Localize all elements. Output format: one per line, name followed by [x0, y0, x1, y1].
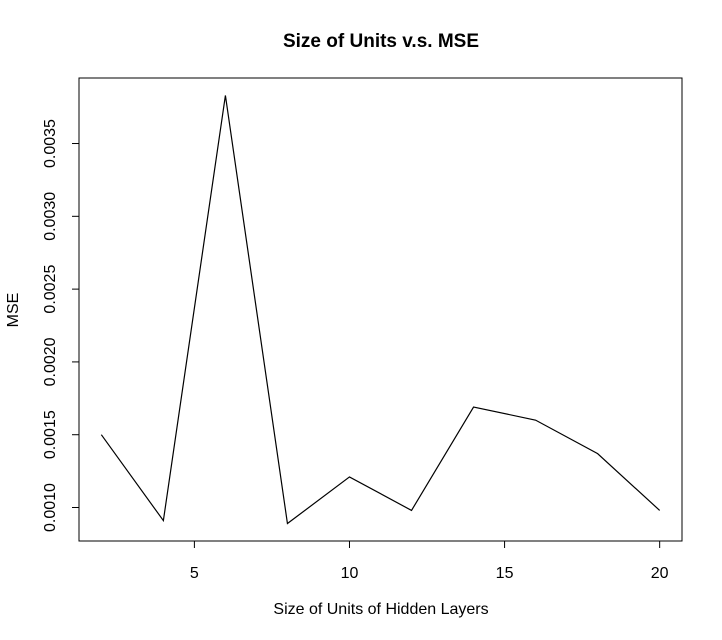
y-tick-label: 0.0030 — [42, 192, 59, 241]
chart-title: Size of Units v.s. MSE — [283, 31, 479, 52]
plot-frame — [78, 77, 683, 542]
y-tick-label: 0.0010 — [42, 483, 59, 532]
data-points — [99, 93, 661, 525]
y-tick-label: 0.0015 — [42, 410, 59, 459]
y-tick-label: 0.0020 — [42, 337, 59, 386]
y-tick-label: 0.0035 — [42, 119, 59, 168]
x-axis: 5 10 15 20 — [190, 540, 669, 582]
y-axis: 0.0010 0.0015 0.0020 0.0025 0.0030 0.0035 — [42, 119, 80, 532]
x-tick-label: 5 — [190, 565, 199, 582]
y-tick-label: 0.0025 — [42, 265, 59, 314]
x-tick-label: 20 — [651, 565, 669, 582]
x-tick-label: 15 — [496, 565, 514, 582]
series-line — [100, 95, 661, 525]
x-tick-label: 10 — [341, 565, 359, 582]
y-axis-label: MSE — [5, 293, 22, 328]
x-axis-label: Size of Units of Hidden Layers — [273, 601, 488, 618]
